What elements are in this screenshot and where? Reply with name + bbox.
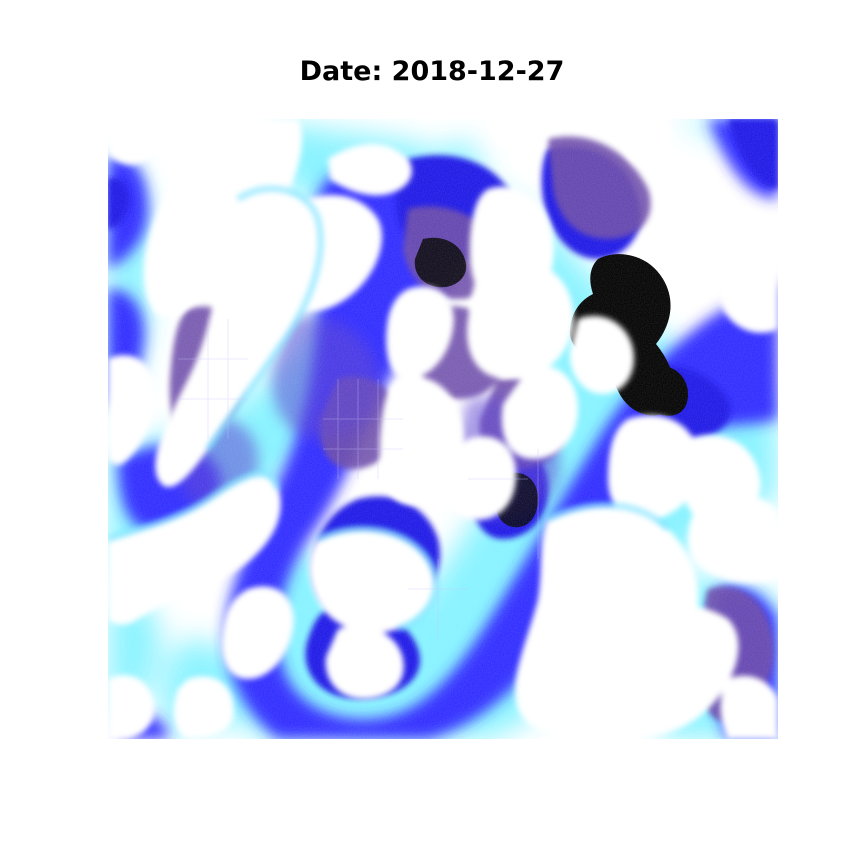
texture-noise — [108, 119, 778, 739]
figure-title: Date: 2018-12-27 — [299, 56, 565, 87]
road-grid — [178, 319, 539, 639]
satellite-image — [108, 119, 778, 739]
satellite-image-canvas — [108, 119, 778, 739]
